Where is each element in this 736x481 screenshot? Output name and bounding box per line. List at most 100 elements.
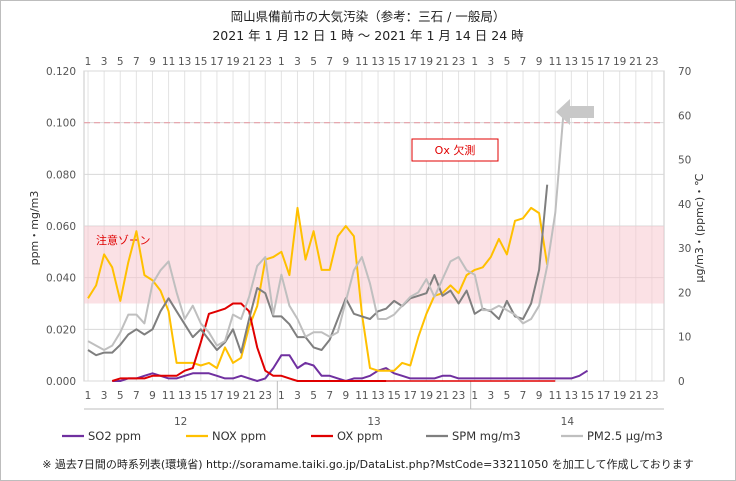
x-tick-label-top: 21	[629, 56, 642, 68]
chart-subtitle: 2021 年 1 月 12 日 1 時 ～ 2021 年 1 月 14 日 24…	[212, 28, 524, 43]
x-tick-label-bottom: 15	[387, 390, 400, 402]
x-tick-label-top: 23	[259, 56, 272, 68]
x-tick-label-top: 23	[452, 56, 465, 68]
x-tick-label-top: 3	[101, 56, 108, 68]
legend-label: OX ppm	[337, 429, 383, 443]
x-tick-label-bottom: 13	[178, 390, 191, 402]
x-tick-label-bottom: 17	[597, 390, 610, 402]
arrow-icon	[556, 99, 594, 125]
x-tick-label-top: 1	[278, 56, 285, 68]
x-tick-label-top: 21	[242, 56, 255, 68]
y-left-tick-label: 0.000	[46, 376, 76, 388]
footnote: ※ 過去7日間の時系列表(環境省) http://soramame.taiki.…	[42, 457, 694, 471]
x-tick-label-bottom: 11	[549, 390, 562, 402]
x-tick-label-bottom: 21	[629, 390, 642, 402]
x-tick-label-bottom: 9	[342, 390, 349, 402]
series-line-4	[87, 115, 565, 351]
x-tick-label-top: 9	[536, 56, 543, 68]
legend-label: SPM mg/m3	[452, 429, 521, 443]
x-tick-label-top: 11	[355, 56, 368, 68]
x-tick-label-top: 15	[581, 56, 594, 68]
x-tick-label-bottom: 23	[645, 390, 658, 402]
x-tick-label-bottom: 23	[452, 390, 465, 402]
x-tick-label-bottom: 7	[520, 390, 527, 402]
x-tick-label-bottom: 7	[133, 390, 140, 402]
legend: SO2 ppm NOX ppm OX ppm SPM mg/m3 PM2.5 μg/m3	[62, 429, 663, 443]
x-tick-label-bottom: 21	[436, 390, 449, 402]
x-tick-label-top: 3	[294, 56, 301, 68]
x-tick-label-bottom: 1	[278, 390, 285, 402]
x-tick-label-top: 1	[85, 56, 92, 68]
x-tick-label-bottom: 17	[210, 390, 223, 402]
x-tick-label-top: 19	[420, 56, 433, 68]
x-tick-label-bottom: 3	[487, 390, 494, 402]
legend-label: NOX ppm	[212, 429, 266, 443]
x-tick-label-top: 1	[471, 56, 478, 68]
y-axis-left-label: ppm・mg/m3	[28, 191, 41, 266]
x-tick-label-bottom: 23	[259, 390, 272, 402]
caution-zone	[84, 226, 664, 304]
x-tick-label-top: 13	[565, 56, 578, 68]
y-left-tick-label: 0.040	[46, 273, 76, 285]
series-line-3	[87, 184, 549, 357]
x-tick-label-bottom: 19	[420, 390, 433, 402]
x-tick-label-top: 5	[310, 56, 317, 68]
caution-zone-layer: 注意ゾーン	[84, 226, 664, 304]
x-tick-label-bottom: 13	[565, 390, 578, 402]
x-tick-label-top: 5	[117, 56, 124, 68]
x-tick-label-bottom: 15	[194, 390, 207, 402]
x-tick-label-bottom: 5	[504, 390, 511, 402]
chart-title: 岡山県備前市の大気汚染（参考：三石 / 一般局）	[231, 9, 506, 24]
x-tick-label-top: 21	[436, 56, 449, 68]
x-tick-label-top: 13	[371, 56, 384, 68]
x-tick-label-bottom: 19	[226, 390, 239, 402]
day-label: 14	[561, 416, 575, 428]
x-tick-label-top: 17	[597, 56, 610, 68]
y-right-tick-label: 30	[678, 243, 691, 255]
x-tick-label-bottom: 11	[355, 390, 368, 402]
y-right-tick-label: 40	[678, 199, 691, 211]
y-left-tick-label: 0.100	[46, 118, 76, 130]
y-right-tick-label: 50	[678, 155, 691, 167]
axes-layer: 1133557799111113131515171719192121232311…	[46, 56, 691, 428]
x-tick-label-bottom: 7	[326, 390, 333, 402]
series-line-0	[112, 354, 589, 382]
x-tick-label-bottom: 1	[85, 390, 92, 402]
x-tick-label-bottom: 9	[149, 390, 156, 402]
x-tick-label-bottom: 17	[404, 390, 417, 402]
x-tick-label-bottom: 21	[242, 390, 255, 402]
y-left-tick-label: 0.120	[46, 66, 76, 78]
x-tick-label-top: 11	[549, 56, 562, 68]
y-left-tick-label: 0.060	[46, 221, 76, 233]
ox-missing-label: Ox 欠測	[435, 143, 476, 157]
series-layer	[87, 115, 589, 382]
x-tick-label-bottom: 5	[117, 390, 124, 402]
x-tick-label-bottom: 13	[371, 390, 384, 402]
y-left-tick-label: 0.080	[46, 169, 76, 181]
y-right-tick-label: 0	[678, 376, 685, 388]
day-label: 13	[367, 416, 380, 428]
x-tick-label-bottom: 3	[101, 390, 108, 402]
ox-missing-box	[411, 138, 499, 162]
x-tick-label-top: 17	[210, 56, 223, 68]
x-tick-label-top: 11	[162, 56, 175, 68]
x-tick-label-top: 7	[326, 56, 333, 68]
x-tick-label-bottom: 9	[536, 390, 543, 402]
y-left-tick-label: 0.020	[46, 324, 76, 336]
x-tick-label-top: 15	[194, 56, 207, 68]
caution-zone-label: 注意ゾーン	[96, 233, 150, 247]
x-tick-label-bottom: 19	[613, 390, 626, 402]
y-right-tick-label: 10	[678, 332, 691, 344]
x-tick-label-bottom: 3	[294, 390, 301, 402]
x-tick-label-bottom: 1	[471, 390, 478, 402]
x-tick-label-bottom: 5	[310, 390, 317, 402]
x-tick-label-top: 5	[504, 56, 511, 68]
x-tick-label-top: 23	[645, 56, 658, 68]
x-tick-label-top: 13	[178, 56, 191, 68]
y-right-tick-label: 70	[678, 66, 691, 78]
x-tick-label-top: 17	[404, 56, 417, 68]
legend-label: SO2 ppm	[88, 429, 141, 443]
legend-label: PM2.5 μg/m3	[587, 429, 663, 443]
x-tick-label-bottom: 11	[162, 390, 175, 402]
